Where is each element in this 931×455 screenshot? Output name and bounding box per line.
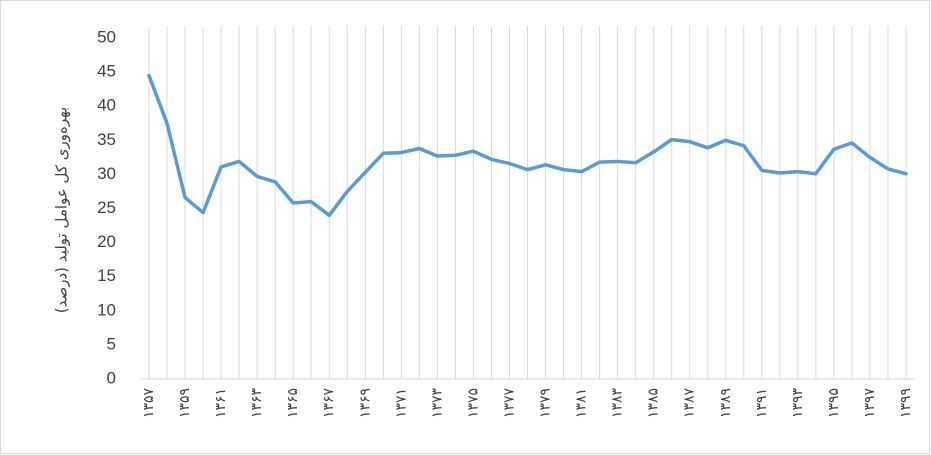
x-tick-label: ۱۳۹۳ (790, 388, 806, 419)
y-tick-label: 50 (97, 27, 116, 46)
x-tick-label: ۱۳۶۵ (285, 388, 301, 418)
x-tick-label: ۱۳۶۳ (249, 388, 265, 419)
x-tick-label: ۱۳۷۳ (429, 388, 445, 419)
y-tick-label: 5 (107, 334, 116, 353)
x-tick-label: ۱۳۶۹ (357, 388, 373, 418)
x-tick-label: ۱۳۸۹ (718, 388, 734, 418)
x-tick-label: ۱۳۹۹ (898, 388, 914, 418)
y-tick-label: 40 (97, 96, 116, 115)
y-tick-label: 35 (97, 130, 116, 149)
y-tick-label: 45 (97, 62, 116, 81)
x-tick-label: ۱۳۹۱ (754, 388, 770, 418)
y-tick-label: 30 (97, 164, 116, 183)
y-tick-label: 15 (97, 266, 116, 285)
x-tick-label: ۱۳۷۵ (465, 388, 481, 418)
x-tick-label: ۱۳۷۹ (538, 388, 554, 418)
y-tick-label: 0 (107, 368, 116, 387)
x-tick-label: ۱۳۵۷ (141, 388, 157, 419)
x-tick-label: ۱۳۸۷ (682, 388, 698, 419)
x-tick-label: ۱۳۶۱ (213, 388, 229, 418)
x-tick-label: ۱۳۶۷ (321, 388, 337, 419)
x-tick-label: ۱۳۸۳ (610, 388, 626, 419)
x-tick-label: ۱۳۹۷ (862, 388, 878, 419)
data-line (147, 73, 908, 218)
x-tick-label: ۱۳۸۱ (574, 388, 590, 418)
x-tick-label: ۱۳۹۵ (826, 388, 842, 418)
x-tick-label: ۱۳۷۱ (393, 388, 409, 418)
x-tick-label: ۱۳۵۹ (177, 388, 193, 418)
y-tick-label: 10 (97, 300, 116, 319)
y-tick-label: 25 (97, 198, 116, 217)
y-axis-title: بهره‌وری کل عوامل تولید (درصد) (53, 107, 71, 313)
y-tick-label: 20 (97, 232, 116, 251)
x-tick-label: ۱۳۷۷ (501, 388, 517, 419)
x-tick-label: ۱۳۸۵ (646, 388, 662, 418)
